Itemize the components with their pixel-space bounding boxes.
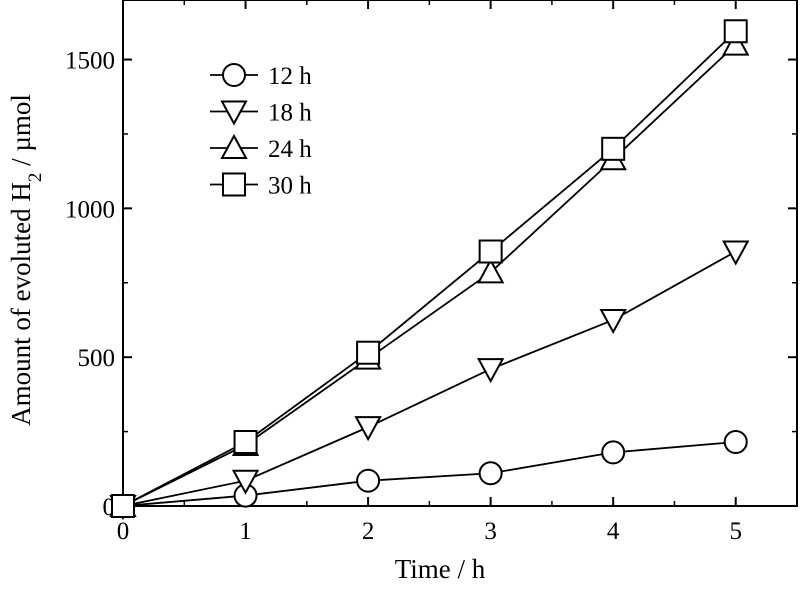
data-point-marker [599,308,627,335]
data-point-marker [723,430,748,455]
y-axis-title: Amount of evoluted H2 / µmol [6,94,46,426]
data-point-marker [111,494,135,518]
legend-label: 18 h [268,100,312,127]
y-tick-label: 500 [78,345,116,372]
data-point-marker [722,240,750,266]
legend-marker [222,172,246,197]
series-line [122,250,737,507]
legend: 12 h 18 h 24 h 30 h [210,63,312,200]
y-axis-title-subscript: 2 [25,173,46,183]
data-point-marker [356,468,381,493]
x-tick-label: 2 [362,518,375,545]
legend-marker [220,133,248,159]
legend-label: 24 h [268,136,312,163]
series-line [122,43,737,507]
legend-label: 12 h [268,63,312,90]
series-markers [109,19,750,521]
y-axis-title-main: Amount of evoluted H [6,182,36,426]
legend-marker [222,63,246,87]
data-point-marker [233,430,258,455]
data-point-marker [723,19,748,44]
data-point-marker [354,416,382,442]
y-tick-label: 1500 [65,48,115,75]
data-point-marker [476,358,505,384]
x-tick-label: 5 [729,518,742,545]
y-axis-title-unit: / µmol [6,94,36,173]
data-point-marker [231,469,260,495]
x-tick-label: 0 [117,518,130,545]
x-tick-label: 3 [484,518,497,545]
data-point-marker [722,30,750,56]
x-axis-title: Time / h [395,554,486,584]
series-lines [122,30,737,507]
plot-frame [122,0,798,507]
y-tick-label: 1000 [65,196,115,223]
x-tick-label: 1 [239,518,252,545]
data-point-marker [478,239,503,264]
legend-marker [220,100,248,126]
data-point-marker [476,258,505,284]
data-point-marker [356,340,381,365]
legend-label: 30 h [268,173,312,200]
data-point-marker [601,440,626,465]
series-line [122,441,736,507]
data-point-marker [478,461,503,486]
x-tick-label: 4 [607,518,620,545]
series-line [122,30,737,507]
data-point-marker [601,136,626,161]
